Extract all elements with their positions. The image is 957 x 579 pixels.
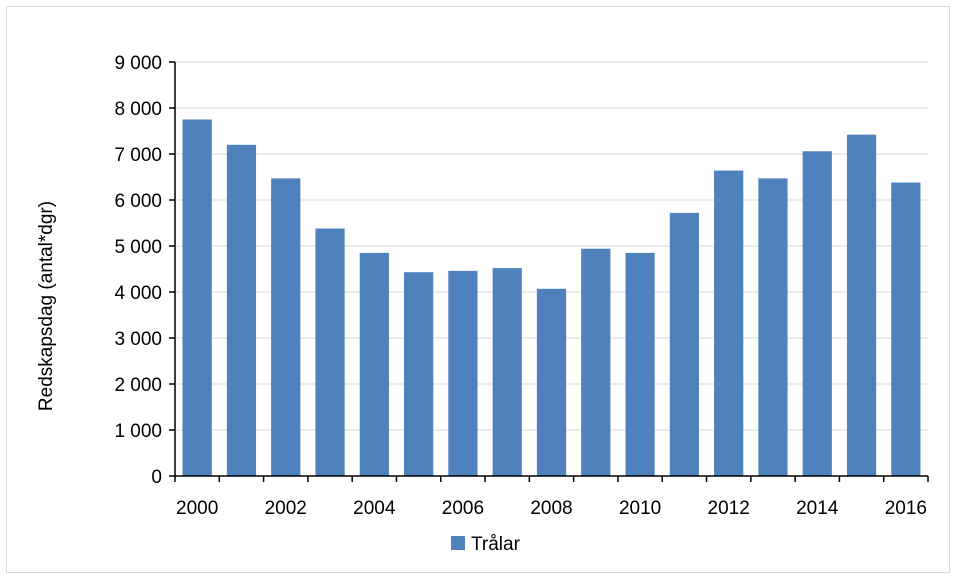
y-tick-label: 7 000 xyxy=(114,145,162,166)
y-axis-title: Redskapsdag (antal*dgr) xyxy=(36,201,57,411)
bars xyxy=(182,119,921,477)
y-tick-label: 6 000 xyxy=(114,191,162,212)
bar-2016 xyxy=(891,182,921,476)
y-tick-label: 4 000 xyxy=(114,283,162,304)
x-tick-label: 2002 xyxy=(265,498,307,519)
y-tick-label: 9 000 xyxy=(114,53,162,74)
chart-frame xyxy=(6,6,950,573)
legend-label-tralar: Trålar xyxy=(471,534,521,555)
bar-2011 xyxy=(669,212,699,476)
bar-2004 xyxy=(359,252,389,476)
bar-2003 xyxy=(315,228,345,476)
bar-2009 xyxy=(581,248,611,476)
bar-2008 xyxy=(536,288,567,476)
x-tick-label: 2004 xyxy=(353,498,396,519)
y-tick-label: 3 000 xyxy=(114,329,162,350)
x-tick-label: 2006 xyxy=(442,498,484,519)
bar-2000 xyxy=(182,119,212,476)
y-tick-label: 1 000 xyxy=(114,421,162,442)
bar-2005 xyxy=(404,272,434,476)
y-tick-label: 5 000 xyxy=(114,237,162,258)
x-tick-label: 2014 xyxy=(796,498,839,519)
bar-2014 xyxy=(802,151,832,477)
bar-2013 xyxy=(758,178,788,476)
y-tick-labels: 0 1 000 2 000 3 000 4 000 5 000 6 000 7 000 8 00… xyxy=(114,53,175,488)
bar-2001 xyxy=(226,144,257,477)
bar-2007 xyxy=(492,268,522,476)
gridlines xyxy=(175,61,928,431)
x-tick-label: 2000 xyxy=(176,498,218,519)
legend: Trålar xyxy=(451,534,521,555)
x-tick-label: 2010 xyxy=(619,498,661,519)
bar-2010 xyxy=(625,252,655,476)
bar-2006 xyxy=(448,270,478,476)
legend-swatch xyxy=(451,536,465,550)
x-tick-label: 2016 xyxy=(885,498,927,519)
y-tick-label: 8 000 xyxy=(114,99,162,120)
x-tick-label: 2012 xyxy=(708,498,750,519)
y-tick-label: 2 000 xyxy=(114,375,162,396)
bar-2012 xyxy=(714,170,744,476)
bar-2015 xyxy=(846,134,877,476)
bar-2002 xyxy=(271,178,301,476)
axes xyxy=(174,62,928,477)
y-tick-label: 0 xyxy=(151,467,162,488)
x-tick-labels: 2000 2002 2004 2006 2008 2010 2012 2014 2016 xyxy=(174,476,929,519)
x-tick-label: 2008 xyxy=(530,498,572,519)
